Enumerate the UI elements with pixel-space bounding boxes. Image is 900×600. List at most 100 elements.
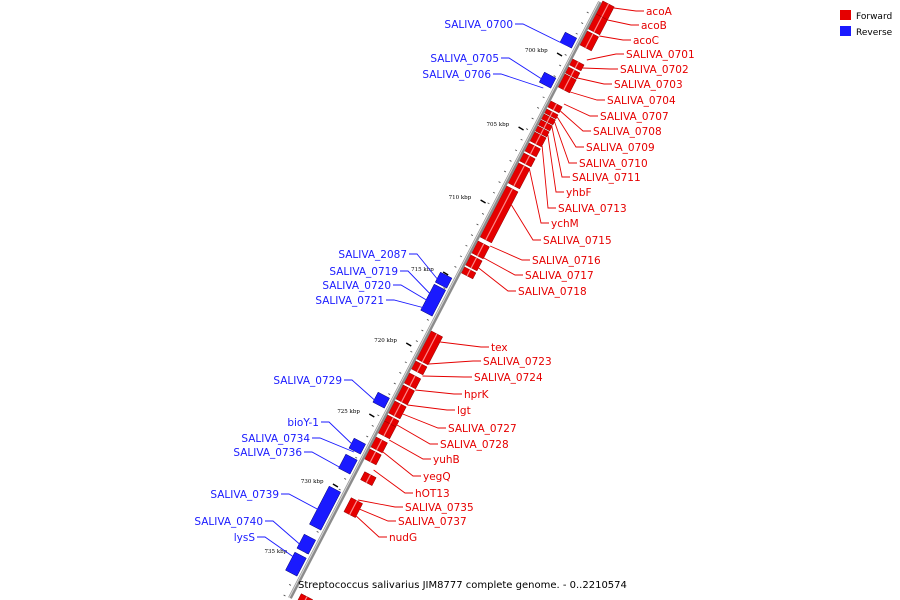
tick-label: 725 kbp	[337, 409, 360, 415]
forward-leader-line	[560, 110, 591, 132]
gene-block-shine	[543, 122, 548, 129]
forward-leader-line	[599, 35, 631, 41]
tick-mark	[480, 199, 486, 204]
scale-dot	[481, 213, 485, 215]
gene-block-shine	[546, 116, 551, 123]
forward-leader-line	[577, 77, 612, 85]
reverse-gene-label: lysS	[234, 532, 256, 544]
reverse-gene-label: SALIVA_0700	[444, 19, 513, 31]
forward-gene-label: nudG	[389, 532, 417, 544]
reverse-leader-line	[493, 73, 544, 89]
genome-axis	[288, 1, 602, 599]
forward-leader-line	[607, 19, 639, 26]
scale-dot	[581, 22, 584, 24]
scale-dot	[355, 456, 358, 459]
scale-dot	[426, 319, 429, 321]
forward-leader-line	[389, 439, 431, 460]
legend-reverse-label: Reverse	[856, 28, 893, 38]
forward-gene-label: SALIVA_0737	[398, 516, 467, 528]
forward-gene-label: SALIVA_0711	[572, 172, 641, 184]
scale-dot	[421, 329, 424, 332]
gene-block-shine	[540, 128, 545, 135]
gene-block-shine	[549, 111, 553, 117]
gene-block-shine	[416, 363, 422, 373]
tick-mark	[368, 413, 375, 418]
reverse-gene-label: SALIVA_0721	[315, 295, 384, 307]
gene-block-shine	[563, 76, 572, 91]
forward-gene-label: acoC	[633, 35, 659, 47]
forward-gene-label: yegQ	[423, 471, 451, 483]
gene-block-shine	[574, 61, 579, 69]
scale-dot	[465, 244, 468, 247]
reverse-gene-block	[372, 391, 390, 409]
forward-leader-line	[396, 424, 438, 445]
tick-label: 710 kbp	[449, 195, 472, 201]
gene-block-shine	[529, 145, 536, 155]
gene-block-shine	[466, 269, 471, 277]
reverse-gene-block	[538, 71, 557, 89]
scale-dot	[559, 64, 562, 67]
axis-highlight	[288, 1, 600, 599]
scale-dot	[514, 149, 518, 152]
forward-leader-line	[551, 126, 570, 178]
reverse-leader-line	[409, 253, 442, 285]
forward-leader-line	[354, 506, 396, 522]
reverse-gene-label: SALIVA_2087	[338, 249, 407, 261]
scale-dot	[553, 75, 556, 77]
gene-block-shine	[393, 403, 402, 417]
scale-dot	[388, 393, 391, 395]
scale-dot	[459, 255, 463, 258]
gene-block-shine	[585, 33, 594, 49]
scale-dot	[498, 181, 501, 183]
reverse-leader-line	[501, 57, 547, 83]
forward-gene-label: SALIVA_0701	[626, 49, 695, 61]
forward-gene-label: SALIVA_0704	[607, 95, 676, 107]
reverse-leader-line	[257, 536, 299, 561]
forward-leader-line	[547, 134, 564, 193]
scale-dot	[525, 128, 529, 130]
scale-dot	[344, 478, 347, 480]
legend-reverse-swatch	[840, 26, 851, 36]
gene-block-shine	[376, 439, 383, 451]
scale-dot	[443, 287, 446, 289]
reverse-gene-label: SALIVA_0739	[210, 489, 279, 501]
reverse-leader-line	[281, 493, 324, 513]
scale-dot	[399, 372, 402, 374]
reverse-leader-line	[386, 299, 429, 310]
reverse-gene-block	[348, 437, 366, 455]
reverse-leader-line	[304, 451, 345, 471]
tick-mark	[556, 52, 563, 57]
reverse-gene-block	[285, 551, 307, 577]
forward-gene-label: yuhB	[433, 454, 460, 466]
forward-leader-line	[556, 116, 584, 148]
forward-gene-block	[297, 593, 314, 600]
forward-leader-line	[529, 169, 549, 224]
forward-gene-label: SALIVA_0728	[440, 439, 509, 451]
gene-block-shine	[570, 69, 575, 77]
scale-dot	[509, 160, 512, 162]
forward-gene-label: SALIVA_0703	[614, 79, 683, 91]
scale-dot	[487, 202, 490, 205]
genome-caption: Streptococcus salivarius JIM8777 complet…	[298, 580, 627, 591]
forward-leader-line	[422, 375, 472, 378]
gene-block-shine	[409, 375, 416, 387]
gene-block-shine	[383, 423, 391, 437]
gene-block-shine	[389, 417, 394, 425]
scale-dot	[404, 361, 407, 364]
forward-gene-label: SALIVA_0717	[525, 270, 594, 282]
scale-dot	[542, 96, 545, 99]
gene-block-shine	[365, 474, 371, 483]
gene-block-shine	[369, 451, 377, 463]
scale-dot	[393, 382, 396, 385]
scale-dot	[520, 138, 523, 141]
forward-leader-line	[440, 341, 489, 348]
scale-dot	[415, 340, 418, 342]
reverse-gene-label: SALIVA_0719	[329, 266, 398, 278]
reverse-leader-line	[515, 23, 566, 46]
forward-gene-label: acoA	[646, 6, 673, 18]
forward-leader-line	[373, 469, 413, 494]
forward-leader-line	[407, 404, 455, 411]
reverse-gene-block	[420, 283, 447, 317]
scale-dot	[564, 54, 567, 56]
gene-block-shine	[593, 16, 603, 33]
